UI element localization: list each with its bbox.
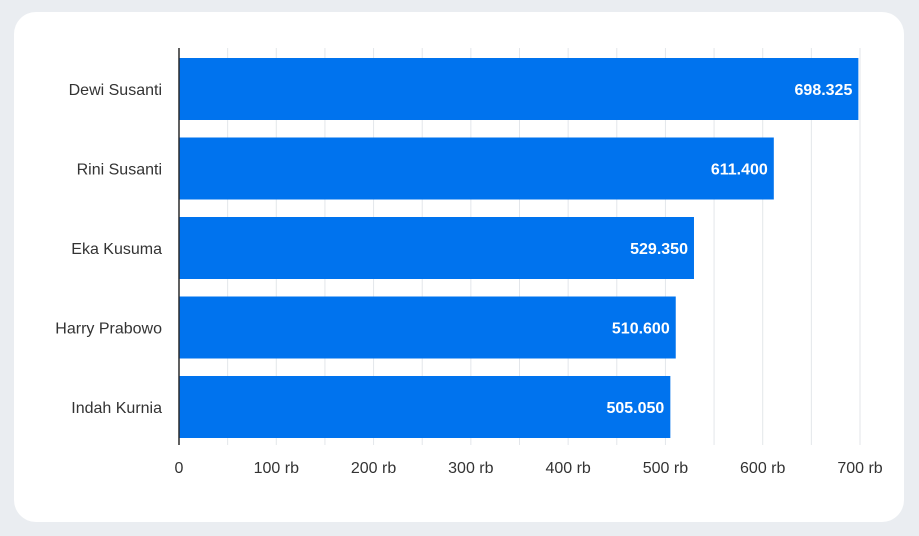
bar-value-label: 698.325 [795, 82, 853, 99]
category-label: Eka Kusuma [71, 241, 162, 258]
x-tick-label: 100 rb [254, 460, 299, 477]
x-tick-label: 200 rb [351, 460, 396, 477]
x-tick-label: 400 rb [545, 460, 590, 477]
bar [179, 297, 676, 359]
bar-value-label: 510.600 [612, 321, 670, 338]
category-label: Harry Prabowo [55, 321, 162, 338]
category-label: Indah Kurnia [71, 400, 162, 417]
category-label: Rini Susanti [77, 162, 162, 179]
x-tick-label: 300 rb [448, 460, 493, 477]
bars [179, 58, 858, 438]
bar [179, 58, 858, 120]
bar [179, 376, 670, 438]
x-tick-label: 0 [175, 460, 184, 477]
category-label: Dewi Susanti [69, 82, 162, 99]
category-labels: Dewi Susanti Rini Susanti Eka Kusuma Harry … [55, 82, 162, 417]
bar [179, 138, 774, 200]
bar-value-label: 505.050 [606, 400, 664, 417]
x-tick-label: 600 rb [740, 460, 785, 477]
value-labels: 698.325 611.400 529.350 510.600 505.050 [606, 82, 852, 417]
bar [179, 217, 694, 279]
bar-value-label: 611.400 [711, 162, 768, 179]
x-axis-ticks: 0 100 rb 200 rb 300 rb 400 rb 500 rb 600 rb 700… [175, 460, 883, 477]
x-tick-label: 500 rb [643, 460, 688, 477]
x-tick-label: 700 rb [837, 460, 882, 477]
bar-value-label: 529.350 [630, 241, 688, 258]
